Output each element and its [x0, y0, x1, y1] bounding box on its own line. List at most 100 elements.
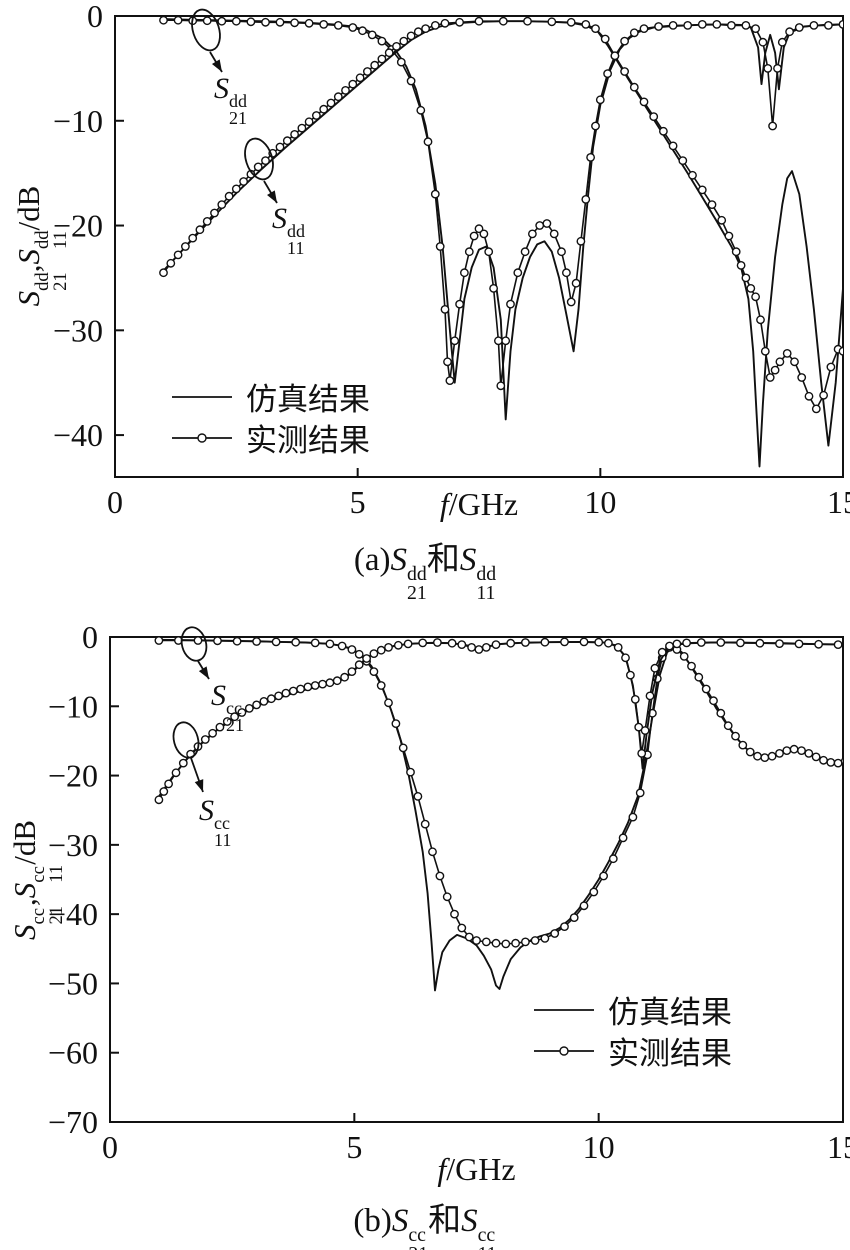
S11dd-measured-marker	[826, 362, 836, 372]
S21dd-measured-marker	[506, 299, 515, 309]
S11dd-measured-marker	[253, 162, 263, 172]
S21dd-measured-marker	[358, 26, 367, 36]
S21cc-measured-marker	[589, 887, 599, 897]
S21dd-measured-marker	[520, 247, 530, 257]
S11cc-measured-marker	[847, 641, 850, 648]
S21cc-measured-marker	[789, 744, 799, 754]
panel-b: 0510150−10−20−30−40−50−60−70 Scc21,Scc11…	[0, 585, 850, 1250]
S21cc-measured-marker	[213, 637, 222, 646]
S11dd-measured-marker	[421, 24, 430, 33]
S11cc-measured-marker	[266, 694, 276, 704]
S21dd-measured-marker	[217, 16, 227, 26]
S11dd-measured-marker	[697, 185, 707, 195]
S21cc-measured-marker	[481, 937, 491, 947]
S11dd-measured-marker	[166, 258, 176, 268]
sub-sup: dd 21	[407, 562, 427, 604]
x-tick-label: 0	[107, 484, 123, 520]
S11cc-measured-marker	[474, 645, 484, 654]
legend-label: 实测结果	[246, 423, 370, 458]
S21dd-measured-marker	[668, 20, 678, 30]
S11cc-measured-marker	[467, 643, 476, 652]
S21cc-measured-marker	[804, 748, 814, 758]
S11dd-measured-marker	[770, 365, 780, 375]
S21cc-measured-marker	[406, 767, 415, 777]
panel-a-plot: 0 5 10 15 0 −10 −20 −30 −40	[53, 0, 850, 520]
S21dd-measured-marker	[513, 268, 523, 278]
x-tick-label: 0	[102, 1129, 118, 1165]
S21dd-measured-marker	[450, 336, 460, 346]
S11dd-measured-marker	[399, 36, 409, 46]
label-text: ,	[11, 264, 46, 273]
S21cc-measured-marker	[618, 833, 628, 843]
S11dd-measured-marker	[751, 292, 760, 302]
S21cc-measured-marker	[384, 698, 393, 708]
S11dd-measured-marker	[756, 315, 765, 325]
S11cc-measured-marker	[252, 700, 262, 710]
S21cc-measured-marker	[472, 936, 481, 945]
S11cc-measured-marker	[318, 679, 327, 689]
S21dd-measured-curve	[163, 19, 843, 387]
S11dd-measured-marker	[261, 156, 270, 166]
y-tick-label: −40	[53, 417, 103, 453]
S21dd-measured-marker	[741, 20, 751, 30]
S11dd-measured-marker	[159, 268, 168, 278]
S21dd-measured-marker	[406, 76, 416, 86]
S11cc-measured-marker	[621, 653, 630, 663]
S21cc-measured-marker	[738, 740, 748, 750]
label-text: f	[439, 486, 449, 522]
S11dd-measured-marker	[210, 208, 219, 218]
S21cc-measured-marker	[540, 933, 550, 943]
y-tick-label: −10	[53, 103, 103, 139]
S11cc-measured-curve	[158, 641, 843, 801]
solid-line-sample-icon	[172, 395, 232, 398]
S21dd-measured-marker	[777, 37, 787, 47]
S11dd-measured-marker	[377, 54, 387, 64]
S11dd-measured-marker	[547, 17, 557, 27]
x-tick-label: 15	[827, 484, 850, 520]
S11cc-measured-marker	[657, 647, 667, 657]
y-tick-label: −40	[48, 896, 98, 932]
S11cc-measured-marker	[200, 735, 210, 744]
S11dd-measured-marker	[581, 19, 591, 29]
S11cc-measured-marker	[259, 697, 269, 706]
S21dd-measured-marker	[377, 36, 387, 46]
S21cc-measured-marker	[709, 696, 718, 706]
S11dd-measured-marker	[760, 346, 770, 356]
S21cc-measured-marker	[782, 746, 792, 756]
S21cc-measured-marker	[687, 661, 696, 671]
S11cc-measured-marker	[154, 795, 164, 805]
S21dd-measured-marker	[501, 336, 511, 346]
S21dd-measured-marker	[231, 16, 241, 26]
S11dd-measured-marker	[188, 233, 198, 243]
S11cc-measured-marker	[457, 640, 467, 649]
label-text: S	[461, 1203, 478, 1239]
S11dd-measured-marker	[838, 346, 843, 356]
legend-item-measured: 实测结果	[170, 417, 370, 458]
S11dd-measured-marker	[333, 92, 343, 102]
S21cc-measured-marker	[325, 639, 335, 649]
S21dd-measured-marker	[464, 247, 474, 257]
S21dd-measured-marker	[591, 121, 600, 131]
label-text: S	[272, 202, 287, 235]
S11dd-measured-marker	[847, 353, 850, 360]
S11dd-measured-marker	[736, 260, 746, 270]
S11dd-measured-marker	[639, 97, 649, 107]
S11cc-measured-marker	[665, 641, 674, 651]
S11dd-measured-marker	[649, 112, 659, 122]
S11cc-measured-marker	[208, 728, 218, 738]
panel-b-legend: 仿真结果 实测结果	[532, 989, 732, 1071]
S11cc-measured-marker	[481, 643, 491, 652]
S21cc-measured-marker	[337, 641, 347, 651]
S11dd-measured-marker	[765, 373, 775, 382]
S11cc-measured-marker	[521, 638, 530, 647]
S11cc-measured-marker	[178, 758, 188, 768]
S11dd-measured-marker	[440, 18, 450, 28]
S11dd-callout-ellipse	[244, 137, 274, 181]
S21dd-measured-marker	[261, 17, 270, 27]
label-text: /dB	[7, 819, 42, 865]
label-text: S	[211, 679, 226, 712]
S11dd-measured-marker	[731, 247, 741, 257]
S11dd-measured-marker	[819, 390, 828, 400]
S21cc-measured-marker	[252, 637, 262, 646]
